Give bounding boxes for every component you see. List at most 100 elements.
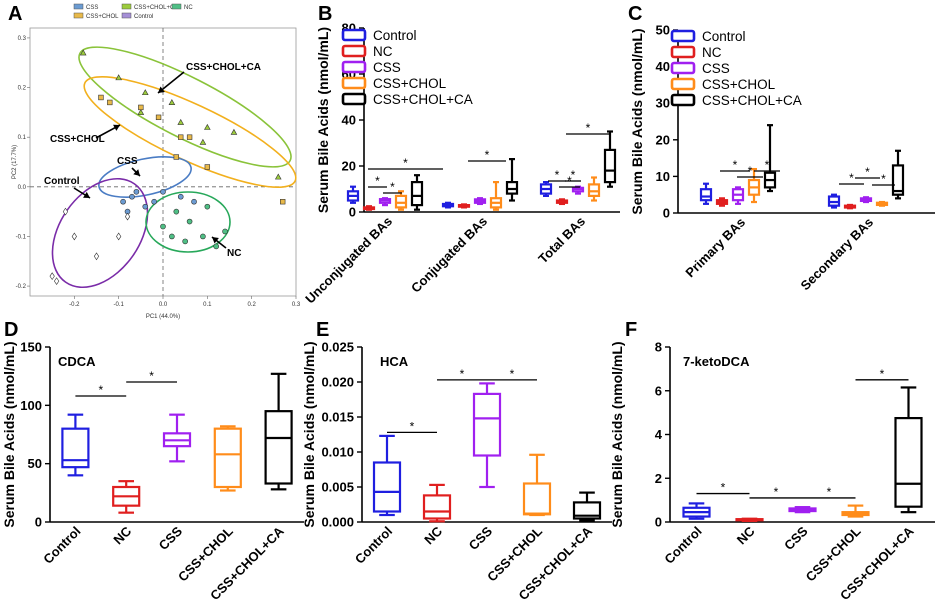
pca-panel: -0.2 -0.1 0.0 0.1 0.2 0.3 -0.2 -0.1 0.0 0.1 0.2 0.3… [12, 3, 301, 320]
panel-b-legend-label: NC [373, 44, 393, 59]
panel-e-y-tick-label: 0.025 [321, 340, 354, 355]
panel-c-y-tick-label: 50 [656, 23, 670, 38]
pca-legend-label: CSS+CHOL [86, 14, 119, 20]
pca-x-tick-label: -0.2 [69, 302, 80, 308]
pca-annotation: CSS+CHOL+CA [186, 62, 261, 73]
pca-point-css [129, 193, 135, 200]
pca-annotation-arrowhead [133, 169, 140, 176]
pca-legend-swatch [73, 3, 84, 10]
pca-point-css-chol [204, 164, 211, 170]
panel-c-legend-swatch [670, 77, 696, 91]
pca-point-control [53, 277, 60, 286]
panel-c-y-tick-label: 20 [656, 132, 670, 147]
panel-e-y-tick-label: 0.005 [321, 480, 354, 495]
pca-annotation-arrowhead [83, 191, 90, 198]
pca-point-css-chol-ca [177, 118, 185, 125]
panel-d-category-label: CSS [156, 523, 186, 553]
panel-c-y-tick-label: 40 [656, 59, 670, 74]
panel-c-y-axis-label: Serum Bile Acids (nmol/mL) [629, 28, 645, 214]
pca-point-css [142, 203, 149, 210]
panel-b-legend-swatch [341, 44, 367, 58]
panel-b-sig-star: * [586, 121, 591, 135]
panel-e-box-0-box [372, 461, 402, 513]
panel-letter-f: F [625, 319, 637, 341]
pca-ellipse-css [98, 156, 192, 198]
panel-c-sig-star: * [748, 164, 753, 178]
panel-c-y-tick-label: 10 [656, 169, 670, 184]
pca-point-nc [186, 218, 193, 225]
pca-x-tick-label: 0.3 [292, 302, 301, 308]
pca-annotation-arrowhead [113, 124, 120, 131]
pca-point-css [151, 198, 157, 205]
pca-annotation-arrowhead [212, 237, 219, 244]
pca-point-css-chol [155, 114, 162, 121]
panel-b-box-4-box [410, 181, 424, 207]
pca-y-tick-label: 0.3 [18, 36, 27, 42]
panel-b-legend-label: CSS [373, 60, 401, 75]
panel-e-sig-star: * [410, 419, 415, 433]
pca-point-css [191, 198, 197, 205]
panel-b-box-3-box [394, 194, 408, 209]
panel-f-y-axis-label: Serum Bile Acids (nmol/mL) [609, 341, 625, 527]
panel-f-y-tick-label: 0 [655, 515, 662, 530]
panel-b-y-axis-label: Serum Bile Acids (nmol/mL) [315, 27, 331, 213]
pca-point-css-chol-ca [168, 99, 176, 105]
pca-annotation-arrowhead [158, 86, 165, 93]
pca-point-css-chol [186, 134, 193, 140]
pca-point-css-chol [107, 99, 113, 106]
pca-ellipse-nc [145, 191, 231, 253]
pca-point-css-chol [173, 154, 179, 160]
pca-point-css-chol [178, 134, 184, 140]
panel-f-category-label: CSS [781, 523, 811, 553]
pca-annotation: NC [227, 248, 241, 259]
panel-d-y-tick-label: 50 [28, 456, 42, 471]
panel-c-y-tick-label: 0 [663, 206, 670, 221]
pca-point-control [62, 207, 69, 216]
panel-d-sig-star: * [149, 369, 154, 383]
panel-b-y-tick-label: 20 [342, 159, 356, 174]
panel-f-sig-star: * [880, 367, 885, 381]
panel-d-box-4-box [264, 410, 293, 485]
pca-point-css [160, 188, 166, 195]
pca-x-tick-label: -0.1 [113, 302, 124, 308]
panel-c-sig-star: * [881, 172, 886, 186]
pca-annotation: Control [44, 176, 80, 187]
panel-b-y-tick-label: 0 [349, 205, 356, 220]
panel-c-category-label: Primary BAs [682, 215, 748, 281]
panel-e-box-3-box [522, 482, 552, 516]
panel-e-sig-star: * [460, 367, 465, 381]
panel-e-y-axis-label: Serum Bile Acids (nmol/mL) [301, 341, 317, 527]
panel-e-y-tick-label: 0.015 [321, 410, 354, 425]
pca-legend-label: Control [134, 14, 153, 20]
panel-c-panel: 0 10 20 30 40 50 Serum Bile Acids (nmol/mL) Pri… [629, 23, 935, 293]
panel-e-y-tick-label: 0.020 [321, 375, 354, 390]
panel-d-box-3-box [213, 427, 242, 489]
pca-x-tick-label: 0.0 [159, 302, 168, 308]
panel-f-panel: 0 2 4 6 8 Serum Bile Acids (nmol/mL) 7-ketoDCA… [609, 340, 935, 603]
pca-point-css [133, 188, 140, 195]
pca-point-nc [200, 233, 206, 240]
panel-b-category-label: Total BAs [535, 214, 588, 267]
panel-e-y-tick-label: 0.000 [321, 515, 354, 530]
panel-letter-a: A [8, 3, 22, 25]
panel-c-legend-swatch [670, 93, 696, 107]
panel-c-box-0-box [699, 188, 713, 202]
panel-c-legend-swatch [670, 61, 696, 75]
panel-e-title: HCA [380, 354, 409, 369]
panel-c-legend-label: Control [702, 29, 746, 44]
panel-f-box-4-box [894, 416, 923, 508]
pca-point-control [49, 272, 55, 281]
panel-b-category-label: Conjugated BAs [408, 214, 490, 296]
pca-point-nc [160, 223, 166, 230]
panel-f-title: 7-ketoDCA [683, 354, 750, 369]
pca-point-css [177, 193, 184, 200]
panel-d-title: CDCA [58, 354, 96, 369]
pca-point-css-chol-ca [204, 123, 211, 130]
pca-y-axis-label: PC2 (17.7%) [12, 145, 18, 179]
panel-b-sig-star: * [571, 168, 576, 182]
panel-b-legend-label: CSS+CHOL [373, 76, 447, 91]
pca-legend-label: CSS+CHOL+CA [134, 5, 178, 11]
pca-legend-swatch [171, 3, 182, 10]
